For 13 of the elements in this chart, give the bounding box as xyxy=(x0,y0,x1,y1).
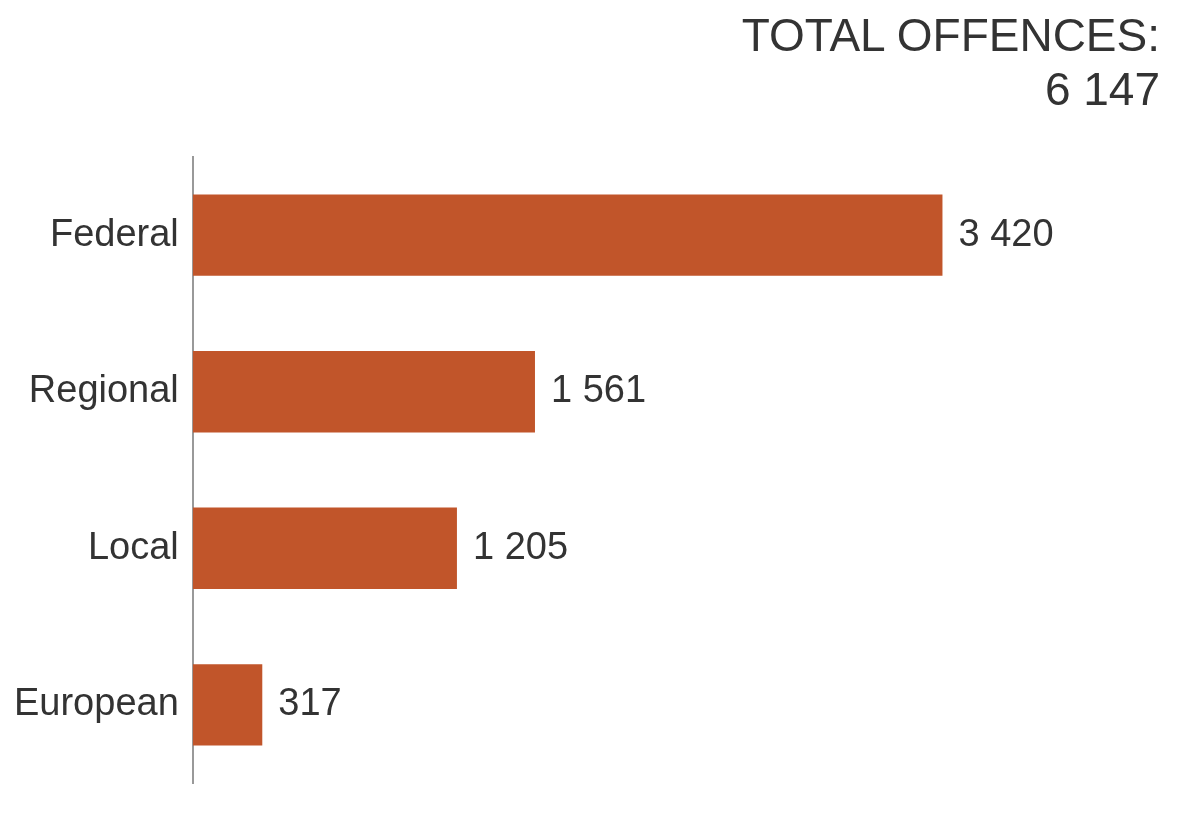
bar xyxy=(192,664,263,746)
bar xyxy=(192,507,457,590)
y-tick-label: Federal xyxy=(49,211,179,254)
data-label: 1 561 xyxy=(550,368,647,411)
y-tick-label: European xyxy=(13,681,179,724)
chart-title: TOTAL OFFENCES: 6 147 xyxy=(740,8,1160,116)
data-label: 1 205 xyxy=(472,524,569,567)
data-label: 317 xyxy=(278,681,342,724)
data-label: 3 420 xyxy=(958,211,1054,254)
bar xyxy=(192,350,535,433)
y-tick-label: Local xyxy=(87,524,179,567)
bar xyxy=(192,194,943,276)
y-tick-label: Regional xyxy=(28,368,179,411)
